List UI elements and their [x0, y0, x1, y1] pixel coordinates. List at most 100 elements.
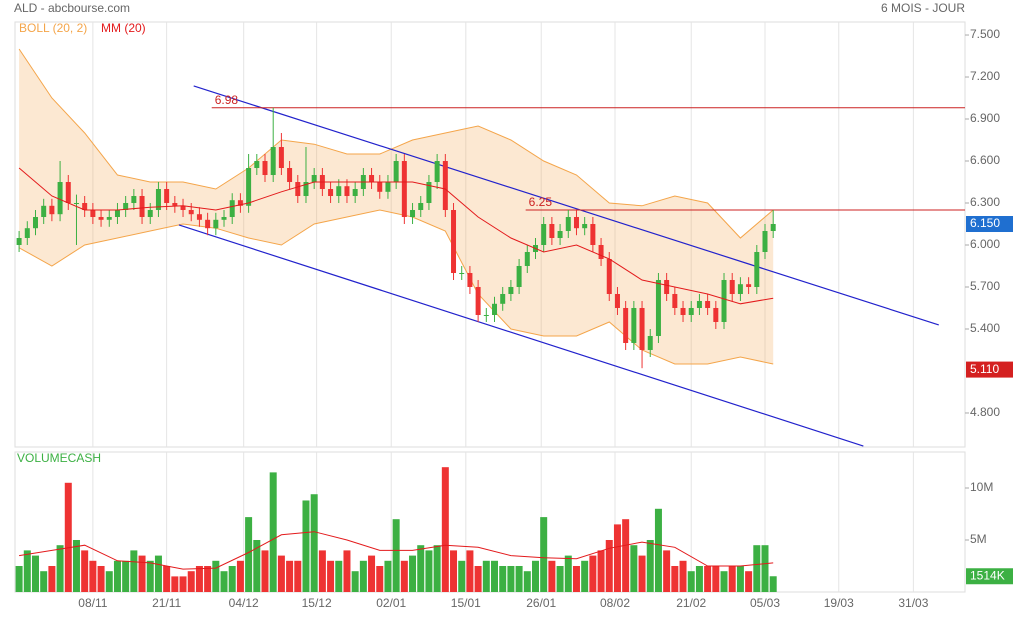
volume-bar: [491, 560, 499, 592]
volume-bar: [351, 571, 359, 592]
candle-body: [352, 189, 358, 197]
volume-bar: [261, 550, 269, 592]
candle-body: [631, 307, 637, 343]
volume-bar: [56, 545, 64, 592]
y-tick-label: 6.000: [970, 237, 1000, 251]
volume-bar: [318, 550, 326, 592]
volume-bar: [335, 560, 343, 592]
volume-bar: [187, 571, 195, 592]
candle-body: [770, 224, 776, 232]
volume-title: VOLUMECASH: [17, 451, 101, 465]
site-title: ALD - abcbourse.com: [14, 1, 130, 15]
candle-body: [492, 303, 498, 315]
candle-body: [336, 186, 342, 197]
candle-body: [287, 168, 293, 183]
candle-body: [442, 161, 448, 211]
candle-body: [410, 210, 416, 218]
candle-body: [213, 219, 219, 229]
volume-bar: [679, 560, 687, 592]
value-marker-label: 6.150: [970, 216, 1000, 230]
volume-bar: [286, 560, 294, 592]
volume-bar: [507, 565, 515, 592]
volume-bar: [450, 550, 458, 592]
volume-bar: [48, 565, 56, 592]
candle-body: [278, 147, 284, 169]
volume-bar: [597, 550, 605, 592]
volume-bar: [581, 560, 589, 592]
candle-body: [90, 210, 96, 218]
candle-body: [418, 203, 424, 211]
x-tick-label: 08/02: [600, 596, 630, 610]
candle-body: [451, 210, 457, 273]
candle-body: [164, 189, 170, 204]
volume-panel: [14, 451, 966, 593]
candle-body: [459, 272, 465, 274]
volume-bar: [613, 524, 621, 592]
candle-body: [401, 161, 407, 218]
volume-bar: [220, 571, 228, 592]
candle-body: [188, 210, 194, 215]
candle-body: [426, 182, 432, 204]
level-label: 6.25: [529, 195, 553, 209]
volume-bar: [236, 560, 244, 592]
candle-body: [713, 307, 719, 322]
candle-body: [180, 205, 186, 211]
y-tick-label: 5.400: [970, 321, 1000, 335]
candle-body: [557, 231, 563, 238]
y-tick-label: 4.800: [970, 405, 1000, 419]
candle-body: [664, 279, 670, 294]
candle-body: [598, 244, 604, 259]
candle-body: [582, 224, 588, 229]
candle-body: [147, 210, 153, 218]
volume-bar: [269, 472, 277, 592]
candle-body: [475, 286, 481, 315]
volume-bar: [195, 565, 203, 592]
volume-bar: [310, 494, 318, 592]
volume-bar: [638, 555, 646, 592]
volume-bar: [548, 560, 556, 592]
volume-bar: [81, 550, 89, 592]
volume-bar: [687, 571, 695, 592]
volume-bar: [212, 560, 220, 592]
candle-body: [467, 272, 473, 287]
candle-body: [57, 182, 63, 215]
x-tick-label: 15/01: [451, 596, 481, 610]
candle-body: [647, 335, 653, 350]
volume-bar: [474, 565, 482, 592]
x-tick-label: 02/01: [376, 596, 406, 610]
volume-bar: [253, 539, 261, 592]
x-tick-label: 05/03: [750, 596, 780, 610]
candle-body: [672, 293, 678, 308]
volume-bar: [31, 555, 39, 592]
volume-bar: [572, 565, 580, 592]
value-marker: [966, 568, 1013, 585]
volume-bar: [540, 517, 548, 592]
volume-bar: [228, 565, 236, 592]
moving-average: [18, 167, 774, 305]
candle-body: [123, 203, 129, 211]
x-tick-label: 21/02: [676, 596, 706, 610]
volume-bar: [294, 560, 302, 592]
candle-body: [754, 251, 760, 287]
candle-body: [205, 219, 211, 229]
candle-body: [688, 307, 694, 315]
candle-body: [295, 182, 301, 197]
volume-bar: [745, 571, 753, 592]
volume-bar: [622, 519, 630, 592]
candle-body: [606, 258, 612, 294]
volume-bar: [23, 550, 31, 592]
volume-bar: [130, 550, 138, 592]
volume-ma: [19, 531, 774, 570]
candle-body: [221, 217, 227, 220]
candle-body: [328, 189, 334, 197]
legend-ma: MM (20): [101, 21, 146, 35]
candle-body: [131, 196, 137, 204]
volume-bar: [523, 571, 531, 592]
volume-bar: [359, 560, 367, 592]
volume-bar: [302, 500, 310, 592]
volume-bar: [64, 482, 72, 592]
volume-bar: [425, 550, 433, 592]
volume-bar: [89, 560, 97, 592]
candle-body: [172, 203, 178, 206]
